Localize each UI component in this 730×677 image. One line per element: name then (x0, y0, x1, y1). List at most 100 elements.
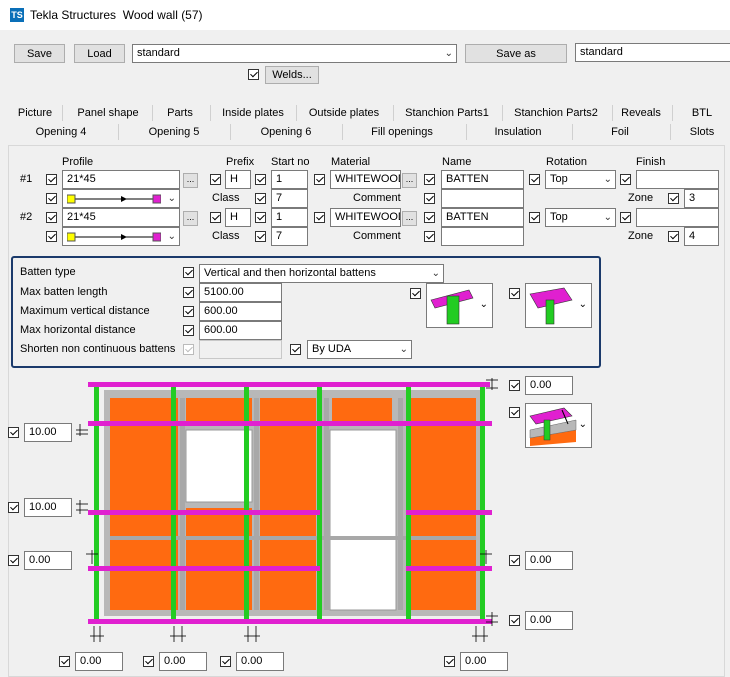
top-offset-input[interactable]: 0.00 (525, 376, 573, 395)
profile-1-browse-button[interactable]: ... (183, 173, 198, 188)
load-button[interactable]: Load (74, 44, 125, 63)
save-as-button[interactable]: Save as (465, 44, 567, 63)
batten-position-1-checkbox[interactable] (46, 193, 57, 204)
tab-slots[interactable]: Slots (689, 126, 715, 138)
bottom-offset-1-input[interactable]: 0.00 (75, 652, 123, 671)
material-1-input[interactable]: WHITEWOOD (330, 170, 401, 189)
left-lower-offset-input[interactable]: 0.00 (24, 551, 72, 570)
max-vertical-distance-checkbox[interactable] (183, 306, 194, 317)
left-upper-offset-checkbox[interactable] (8, 427, 19, 438)
batten-position-1-dropdown[interactable]: ⌄ (62, 189, 180, 208)
prefix-1-input[interactable]: H (225, 170, 251, 189)
finish-1-input[interactable] (636, 170, 719, 189)
max-batten-length-input[interactable]: 5100.00 (199, 283, 282, 302)
start-no-1-input[interactable]: 1 (271, 170, 308, 189)
save-as-name-input[interactable]: standard (575, 43, 730, 62)
right-middle-offset-input[interactable]: 0.00 (525, 551, 573, 570)
comment-1-input[interactable] (441, 189, 524, 208)
batten-orientation-2-checkbox[interactable] (509, 288, 520, 299)
comment-1-checkbox[interactable] (424, 193, 435, 204)
tab-reveals[interactable]: Reveals (621, 107, 661, 119)
shorten-battens-checkbox[interactable] (183, 344, 194, 355)
max-horizontal-distance-input[interactable]: 600.00 (199, 321, 282, 340)
tab-opening-5[interactable]: Opening 5 (148, 126, 200, 138)
prefix-2-checkbox[interactable] (210, 212, 221, 223)
profile-2-checkbox[interactable] (46, 212, 57, 223)
start-no-2-input[interactable]: 1 (271, 208, 308, 227)
batten-orientation-1-picker[interactable]: ⌄ (426, 283, 493, 328)
class-2-input[interactable]: 7 (271, 227, 308, 246)
tab-insulation[interactable]: Insulation (494, 126, 542, 138)
rotation-2-dropdown[interactable]: Top ⌄ (545, 208, 616, 227)
welds-checkbox[interactable] (248, 69, 259, 80)
comment-2-input[interactable] (441, 227, 524, 246)
class-2-checkbox[interactable] (255, 231, 266, 242)
uda-dropdown[interactable]: By UDA ⌄ (307, 340, 412, 359)
save-button[interactable]: Save (14, 44, 65, 63)
tab-btl[interactable]: BTL (691, 107, 713, 119)
finish-1-checkbox[interactable] (620, 174, 631, 185)
batten-end-checkbox[interactable] (509, 407, 520, 418)
prefix-1-checkbox[interactable] (210, 174, 221, 185)
tab-parts[interactable]: Parts (167, 107, 193, 119)
tab-opening-6[interactable]: Opening 6 (260, 126, 312, 138)
comment-2-checkbox[interactable] (424, 231, 435, 242)
left-upper-offset-input[interactable]: 10.00 (24, 423, 72, 442)
finish-2-input[interactable] (636, 208, 719, 227)
rotation-1-checkbox[interactable] (529, 174, 540, 185)
bottom-right-offset-input[interactable]: 0.00 (525, 611, 573, 630)
welds-button[interactable]: Welds... (265, 66, 319, 84)
zone-1-input[interactable]: 3 (684, 189, 719, 208)
start-no-1-checkbox[interactable] (255, 174, 266, 185)
rotation-2-checkbox[interactable] (529, 212, 540, 223)
zone-2-input[interactable]: 4 (684, 227, 719, 246)
finish-2-checkbox[interactable] (620, 212, 631, 223)
left-middle-offset-checkbox[interactable] (8, 502, 19, 513)
material-1-checkbox[interactable] (314, 174, 325, 185)
tab-stanchion-parts2[interactable]: Stanchion Parts2 (514, 107, 598, 119)
max-horizontal-distance-checkbox[interactable] (183, 325, 194, 336)
rotation-1-dropdown[interactable]: Top ⌄ (545, 170, 616, 189)
batten-type-dropdown[interactable]: Vertical and then horizontal battens ⌄ (199, 264, 444, 283)
tab-fill-openings[interactable]: Fill openings (371, 126, 433, 138)
max-vertical-distance-input[interactable]: 600.00 (199, 302, 282, 321)
right-middle-offset-checkbox[interactable] (509, 555, 520, 566)
bottom-offset-1-checkbox[interactable] (59, 656, 70, 667)
profile-2-input[interactable]: 21*45 (62, 208, 180, 227)
tab-opening-4[interactable]: Opening 4 (35, 126, 87, 138)
material-2-checkbox[interactable] (314, 212, 325, 223)
bottom-offset-2-input[interactable]: 0.00 (159, 652, 207, 671)
name-2-input[interactable]: BATTEN (441, 208, 524, 227)
batten-position-2-dropdown[interactable]: ⌄ (62, 227, 180, 246)
uda-checkbox[interactable] (290, 344, 301, 355)
name-2-checkbox[interactable] (424, 212, 435, 223)
max-batten-length-checkbox[interactable] (183, 287, 194, 298)
material-2-browse-button[interactable]: ... (402, 211, 417, 226)
left-lower-offset-checkbox[interactable] (8, 555, 19, 566)
batten-position-2-checkbox[interactable] (46, 231, 57, 242)
bottom-offset-2-checkbox[interactable] (143, 656, 154, 667)
settings-dropdown[interactable]: standard ⌄ (132, 44, 457, 63)
tab-stanchion-parts1[interactable]: Stanchion Parts1 (405, 107, 489, 119)
zone-2-checkbox[interactable] (668, 231, 679, 242)
bottom-offset-4-checkbox[interactable] (444, 656, 455, 667)
batten-end-picker[interactable]: ⌄ (525, 403, 592, 448)
profile-2-browse-button[interactable]: ... (183, 211, 198, 226)
class-1-checkbox[interactable] (255, 193, 266, 204)
profile-1-checkbox[interactable] (46, 174, 57, 185)
left-middle-offset-input[interactable]: 10.00 (24, 498, 72, 517)
batten-orientation-1-checkbox[interactable] (410, 288, 421, 299)
name-1-input[interactable]: BATTEN (441, 170, 524, 189)
profile-1-input[interactable]: 21*45 (62, 170, 180, 189)
top-offset-checkbox[interactable] (509, 380, 520, 391)
material-2-input[interactable]: WHITEWOOD (330, 208, 401, 227)
bottom-offset-3-input[interactable]: 0.00 (236, 652, 284, 671)
class-1-input[interactable]: 7 (271, 189, 308, 208)
bottom-right-offset-checkbox[interactable] (509, 615, 520, 626)
start-no-2-checkbox[interactable] (255, 212, 266, 223)
material-1-browse-button[interactable]: ... (402, 173, 417, 188)
bottom-offset-3-checkbox[interactable] (220, 656, 231, 667)
tab-inside-plates[interactable]: Inside plates (222, 107, 284, 119)
name-1-checkbox[interactable] (424, 174, 435, 185)
tab-panel-shape[interactable]: Panel shape (77, 107, 139, 119)
